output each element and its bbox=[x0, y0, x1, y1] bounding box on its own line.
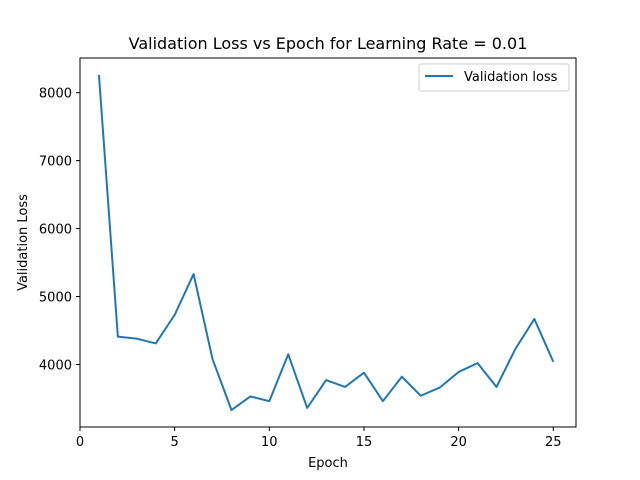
x-tick-label: 10 bbox=[261, 435, 278, 450]
series-layer bbox=[97, 74, 555, 412]
chart-title: Validation Loss vs Epoch for Learning Ra… bbox=[129, 34, 528, 53]
x-tick-label: 20 bbox=[450, 435, 467, 450]
y-axis-label: Validation Loss bbox=[16, 194, 31, 291]
x-axis-label: Epoch bbox=[308, 456, 348, 471]
legend-label: Validation loss bbox=[464, 70, 558, 85]
y-tick-label: 4000 bbox=[39, 358, 72, 373]
series-line-validation-loss bbox=[97, 74, 555, 412]
x-tick-label: 5 bbox=[171, 435, 179, 450]
x-tick-label: 25 bbox=[545, 435, 562, 450]
y-tick-label: 5000 bbox=[39, 291, 72, 306]
ticks-layer: 0 5 10 15 20 25 4000 5000 6000 7000 8000 bbox=[39, 87, 562, 450]
y-tick-label: 6000 bbox=[39, 223, 72, 238]
legend: Validation loss bbox=[418, 63, 570, 92]
y-tick-label: 8000 bbox=[39, 87, 72, 102]
y-tick-label: 7000 bbox=[39, 155, 72, 170]
legend-box bbox=[418, 63, 570, 92]
x-tick-label: 0 bbox=[76, 435, 84, 450]
x-tick-label: 15 bbox=[356, 435, 373, 450]
plot-frame bbox=[79, 57, 577, 428]
